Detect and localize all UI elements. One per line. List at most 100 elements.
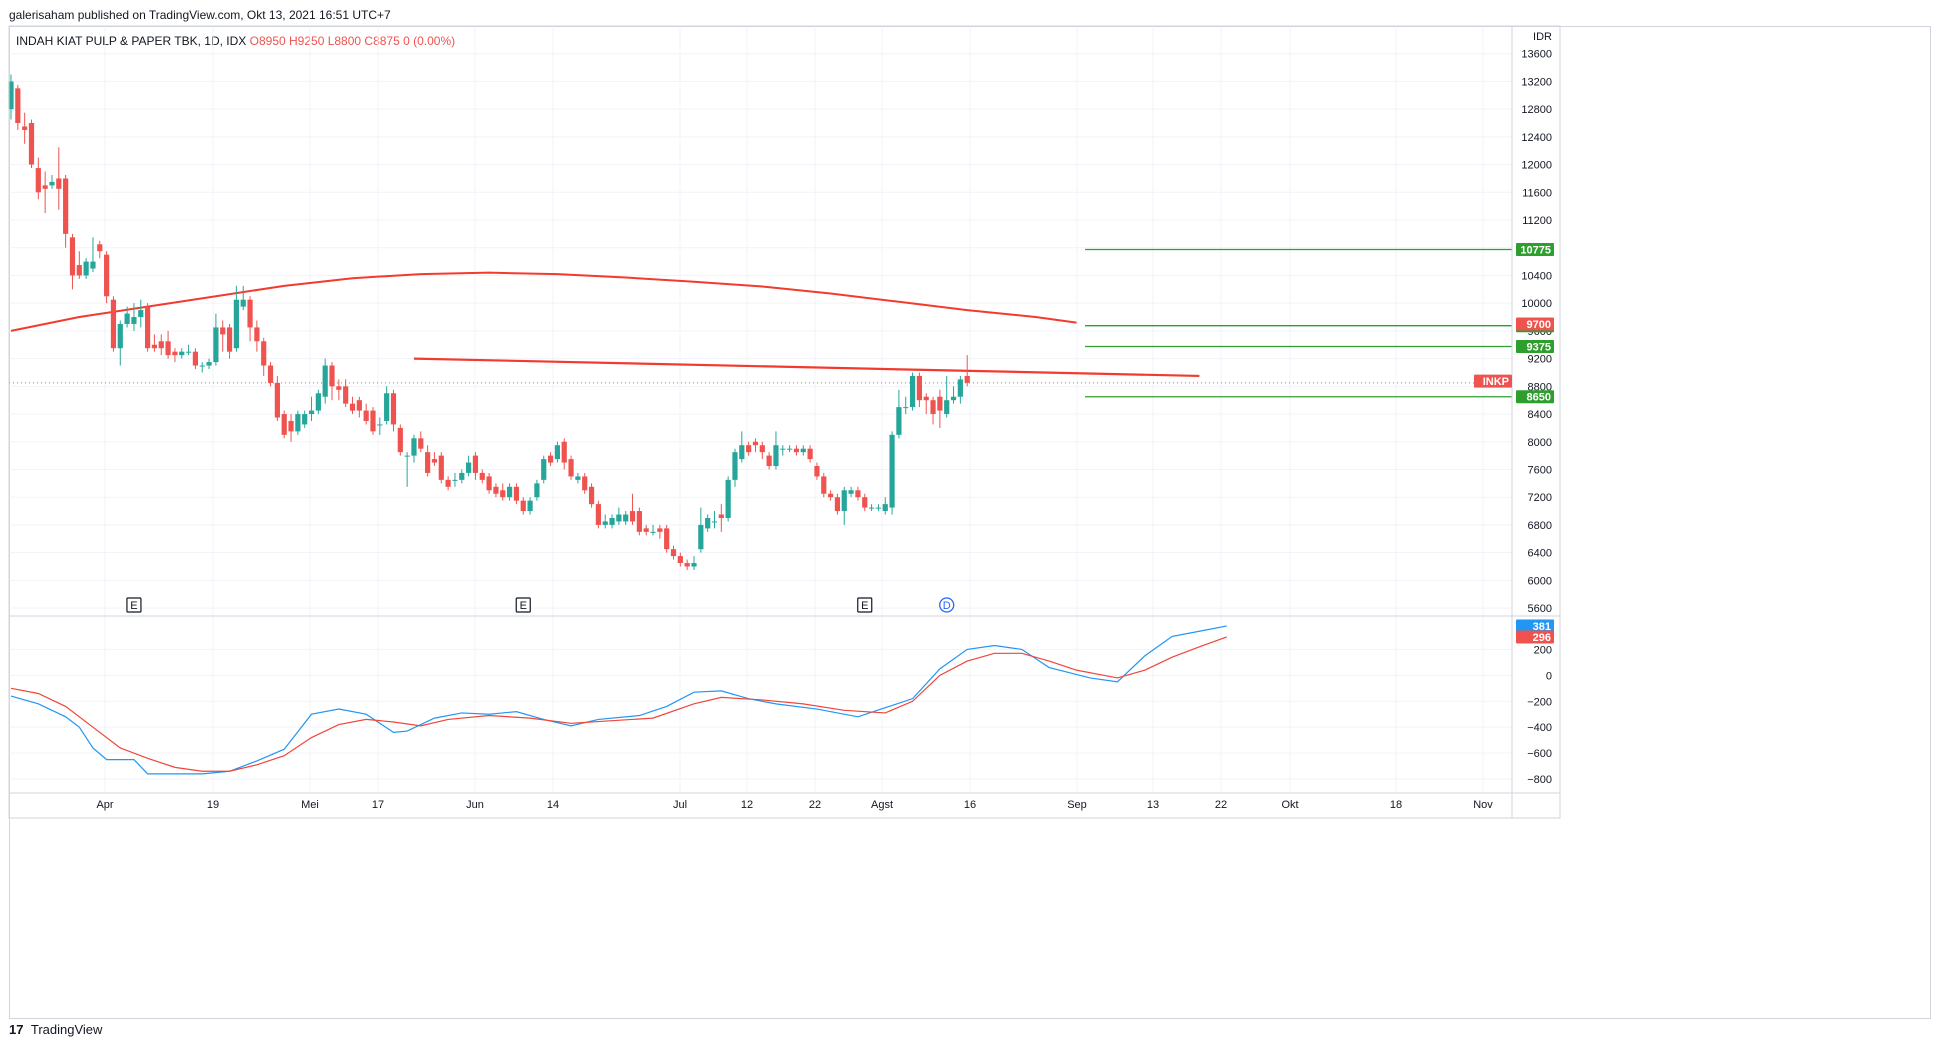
earnings-marker-label: E [520, 600, 527, 612]
candle-body [124, 313, 130, 324]
candle-body [22, 126, 28, 130]
candle-body [964, 375, 970, 383]
candle-body [418, 438, 424, 449]
candle-body [322, 365, 328, 397]
resistance-trendline [413, 357, 1200, 378]
candle-body [411, 438, 417, 456]
price-tick-label: 6800 [1528, 520, 1552, 532]
level-tag-bg [1516, 339, 1554, 353]
candle-body [42, 185, 48, 189]
candle-body [506, 486, 513, 498]
time-tick-label: 16 [964, 799, 976, 811]
candle-body [814, 466, 820, 477]
oscillator-layer [10, 625, 1227, 775]
time-tick-label: Mei [301, 799, 319, 811]
candle-body [226, 327, 233, 352]
horizontal-levels [9, 248, 1512, 398]
candle-body [677, 556, 683, 564]
candle-body [602, 521, 608, 525]
candle-body [821, 476, 827, 494]
candle-body [739, 445, 745, 460]
oscillator-tag-bg [1516, 619, 1554, 633]
candle-body [49, 181, 55, 186]
candle-body [841, 490, 847, 512]
oscillator-line [10, 636, 1227, 772]
candle-body [793, 448, 800, 453]
candle-body [629, 511, 636, 522]
candle-body [220, 327, 226, 335]
candle-body [438, 455, 444, 480]
candle-body [787, 448, 793, 450]
oscillator-tag-bg [1516, 630, 1554, 644]
candle-body [500, 490, 506, 498]
candle-body [889, 434, 895, 508]
candle-body [909, 375, 916, 408]
oscillator-line [10, 625, 1227, 775]
time-tick-label: Jun [466, 799, 484, 811]
candle-body [343, 386, 349, 404]
candle-body [28, 123, 35, 165]
moving-average-line [10, 271, 1077, 332]
moving-average-layer [10, 271, 1200, 378]
candle-body [356, 400, 362, 411]
candle-body [308, 410, 315, 415]
candle-body [718, 514, 724, 518]
candle-body [834, 497, 841, 512]
price-tick-label: 8000 [1528, 437, 1552, 449]
candle-body [800, 448, 806, 453]
candle-body [684, 563, 690, 567]
level-tag-label: 8650 [1527, 392, 1551, 404]
candle-body [329, 365, 335, 387]
candle-body [575, 476, 581, 480]
candle-body [657, 528, 663, 532]
candle-body [384, 393, 390, 421]
candle-body [302, 414, 308, 425]
symbol-tag-label: INKP [1483, 376, 1509, 388]
candle-body [643, 528, 649, 532]
price-tick-label: 11600 [1522, 187, 1552, 199]
axes-layer: 5600600064006800720076008000840088009200… [8, 25, 1561, 819]
osc-tick-label: −800 [1527, 774, 1552, 786]
earnings-marker [126, 597, 142, 613]
candle-body [288, 420, 294, 432]
candle-body [145, 306, 151, 349]
legend-title: INDAH KIAT PULP & PAPER TBK, 1D, IDX [16, 34, 247, 48]
osc-tick-label: −600 [1527, 748, 1552, 760]
candle-body [452, 479, 458, 481]
candle-body [725, 479, 731, 518]
candle-body [568, 459, 574, 477]
candle-body [179, 351, 185, 356]
candle-body [472, 455, 479, 473]
candle-body [151, 344, 158, 349]
candle-body [63, 178, 69, 234]
candle-body [766, 455, 772, 467]
price-tick-label: 12400 [1521, 132, 1552, 144]
candle-body [759, 445, 765, 453]
candle-body [616, 514, 622, 522]
candle-body [97, 244, 103, 252]
candle-body [746, 445, 752, 453]
candle-body [425, 452, 431, 473]
candle-body [944, 400, 950, 415]
candle-body [554, 445, 560, 460]
candle-body [670, 549, 677, 557]
candle-body [69, 237, 76, 276]
price-tags-layer: 107759675937586509700INKP381296 [1474, 242, 1554, 644]
time-tick-label: 22 [1215, 799, 1227, 811]
candle-body [752, 441, 759, 446]
price-tick-label: 7600 [1528, 464, 1552, 476]
candle-body [397, 427, 403, 453]
candle-body [233, 299, 239, 349]
chart-legend: INDAH KIAT PULP & PAPER TBK, 1D, IDX O89… [16, 34, 455, 48]
candle-body [240, 299, 246, 307]
candle-body [513, 486, 520, 501]
candle-body [90, 261, 96, 269]
chart-border [8, 25, 1561, 819]
candle-body [486, 476, 492, 491]
candle-body [261, 341, 267, 366]
candle-body [192, 351, 199, 366]
candle-body [336, 386, 342, 390]
oscillator-tag-label: 381 [1533, 621, 1551, 633]
candle-body [732, 452, 738, 480]
